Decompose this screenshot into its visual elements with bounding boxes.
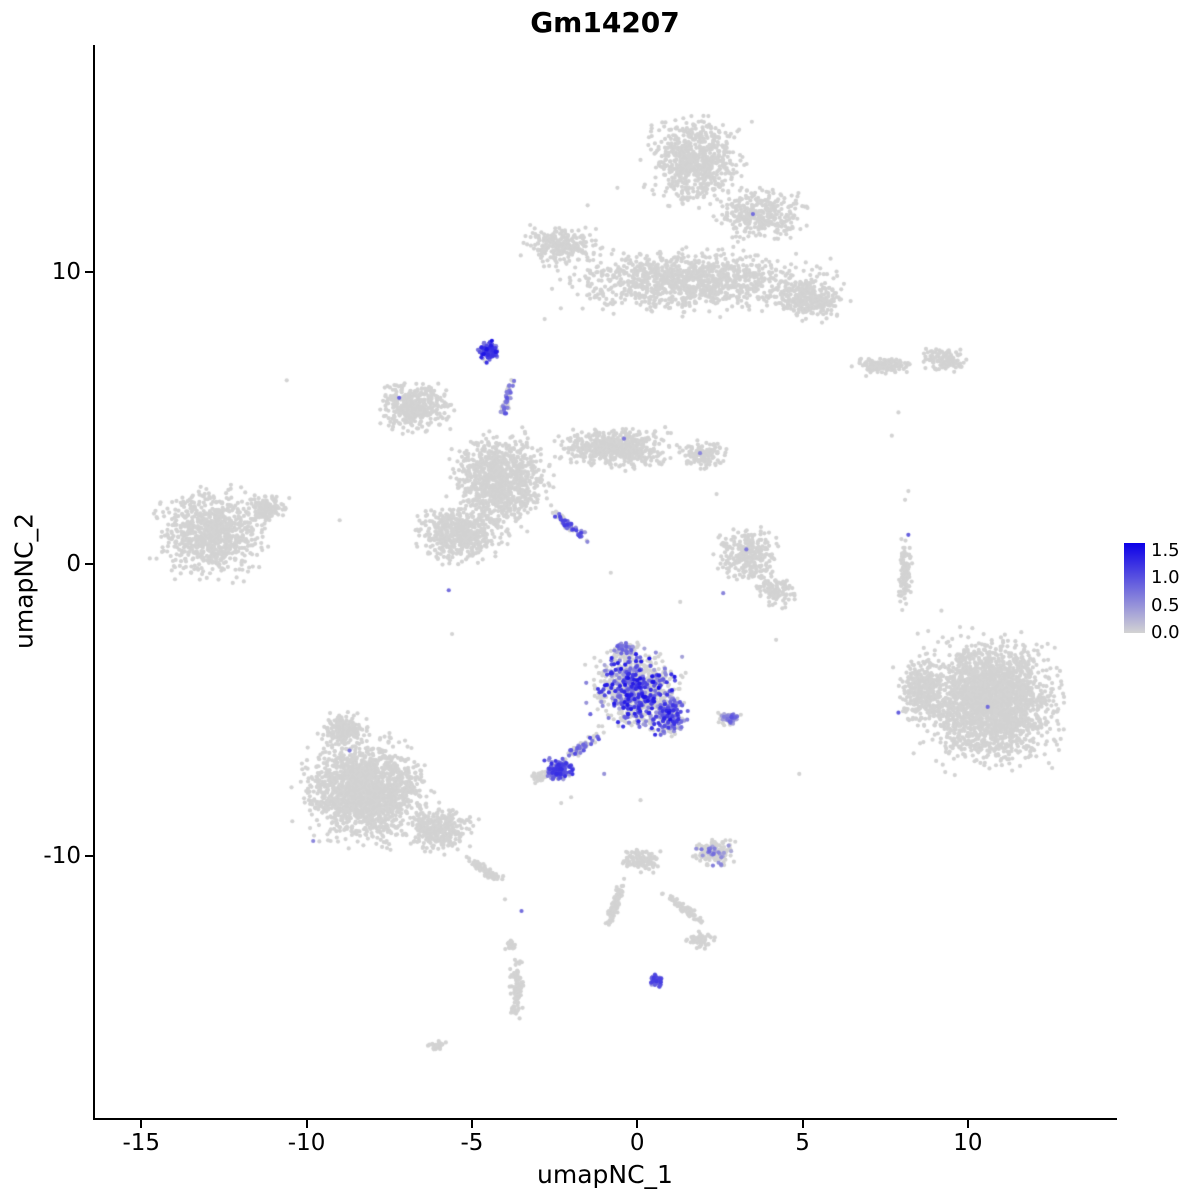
- chart-title: Gm14207: [530, 6, 680, 39]
- x-axis-title: umapNC_1: [537, 1160, 673, 1189]
- x-tick-label: -15: [122, 1130, 161, 1156]
- y-tick-mark: [85, 271, 93, 274]
- x-tick-label: -5: [460, 1130, 484, 1156]
- legend-tick-label: 0.5: [1151, 594, 1180, 616]
- x-tick-mark: [470, 1120, 473, 1128]
- x-tick-mark: [140, 1120, 143, 1128]
- x-tick-label: 0: [629, 1130, 645, 1156]
- y-axis-title: umapNC_2: [9, 513, 39, 649]
- y-tick-label: -10: [43, 842, 81, 869]
- legend-tick-label: 0.0: [1151, 622, 1180, 643]
- y-tick-mark: [85, 854, 93, 857]
- scatter-panel-canvas: [95, 45, 1115, 1118]
- legend-tick-label: 1.5: [1151, 540, 1180, 562]
- y-axis-line: [93, 45, 95, 1120]
- x-tick-mark: [305, 1120, 308, 1128]
- colorbar-gradient: [1124, 543, 1145, 633]
- x-axis-line: [93, 1118, 1117, 1120]
- x-tick-label: 5: [795, 1130, 810, 1156]
- y-tick-label: 10: [51, 259, 81, 286]
- legend-tick-label: 1.0: [1151, 567, 1180, 589]
- x-tick-label: 10: [953, 1130, 983, 1156]
- x-tick-mark: [966, 1120, 969, 1128]
- y-tick-mark: [85, 563, 93, 565]
- y-tick-label: 0: [66, 551, 81, 577]
- x-tick-label: -10: [287, 1130, 326, 1156]
- x-tick-mark: [636, 1120, 639, 1128]
- x-tick-mark: [801, 1120, 804, 1128]
